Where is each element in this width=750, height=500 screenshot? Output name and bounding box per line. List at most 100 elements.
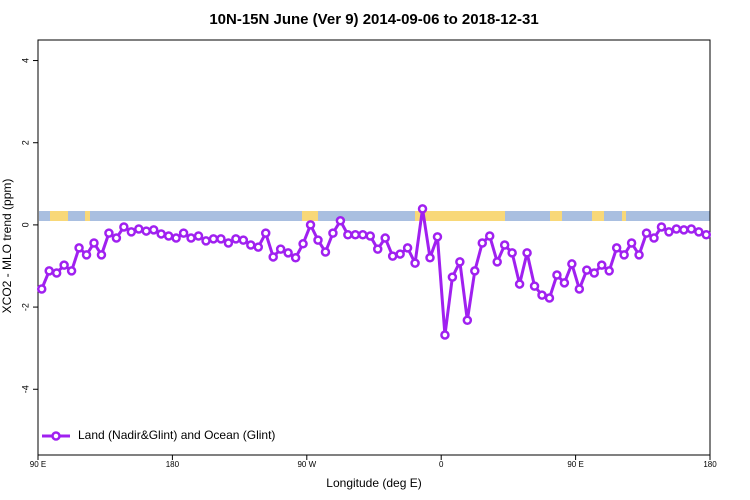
data-point xyxy=(126,227,137,237)
data-point xyxy=(350,230,361,240)
data-point xyxy=(484,231,495,241)
data-point xyxy=(156,229,166,239)
data-point xyxy=(634,250,644,260)
data-point xyxy=(402,243,413,253)
surface-band xyxy=(39,211,710,221)
x-tick-label: 90 W xyxy=(297,460,316,469)
data-point xyxy=(81,250,92,260)
data-point xyxy=(387,251,398,261)
data-point xyxy=(679,225,689,235)
data-point xyxy=(656,222,667,232)
data-point xyxy=(522,248,532,258)
data-point xyxy=(552,270,562,280)
data-point xyxy=(440,330,450,340)
data-point xyxy=(686,224,697,234)
land-patch xyxy=(302,211,318,221)
land-patch xyxy=(85,211,90,221)
data-point xyxy=(477,238,488,248)
data-point xyxy=(193,231,204,241)
data-point xyxy=(470,266,480,276)
data-point xyxy=(186,233,196,243)
x-tick-label: 180 xyxy=(703,460,717,469)
data-point xyxy=(417,204,428,214)
legend-marker xyxy=(51,431,61,441)
data-point xyxy=(380,233,390,243)
data-point xyxy=(141,226,152,236)
data-point xyxy=(66,266,77,276)
data-point xyxy=(223,238,234,248)
x-tick-label: 180 xyxy=(166,460,180,469)
data-point xyxy=(358,230,368,240)
data-point xyxy=(313,235,323,245)
data-point xyxy=(582,265,592,275)
data-point xyxy=(111,233,122,243)
data-point xyxy=(589,268,600,278)
data-point xyxy=(671,224,682,234)
data-point xyxy=(514,279,525,289)
data-point xyxy=(260,228,271,238)
data-point xyxy=(425,253,435,263)
y-tick-label: -4 xyxy=(20,385,30,393)
x-tick-label: 90 E xyxy=(30,460,46,469)
data-point xyxy=(231,234,241,244)
y-axis-label: XCO2 - MLO trend (ppm) xyxy=(0,179,14,314)
y-tick-label: 0 xyxy=(20,222,30,227)
data-point xyxy=(626,238,637,248)
data-point xyxy=(432,232,443,242)
legend-label: Land (Nadir&Glint) and Ocean (Glint) xyxy=(78,428,275,442)
data-point xyxy=(462,315,473,325)
data-point xyxy=(529,281,540,291)
data-point xyxy=(51,268,62,278)
data-point xyxy=(604,266,614,276)
data-point xyxy=(96,250,107,260)
data-point xyxy=(537,290,547,300)
data-point xyxy=(447,272,458,282)
data-point xyxy=(619,250,629,260)
chart-title: 10N-15N June (Ver 9) 2014-09-06 to 2018-… xyxy=(209,11,538,28)
data-point xyxy=(664,227,674,237)
data-point xyxy=(275,244,286,254)
x-tick-label: 0 xyxy=(439,460,444,469)
y-tick-label: 2 xyxy=(20,140,30,145)
x-tick-label: 90 E xyxy=(567,460,583,469)
data-point xyxy=(365,231,376,241)
data-point xyxy=(410,258,420,268)
data-point xyxy=(44,266,54,276)
data-point xyxy=(574,284,585,294)
data-point xyxy=(119,222,129,232)
data-point xyxy=(283,248,293,258)
data-point xyxy=(253,242,264,252)
data-point xyxy=(216,234,226,244)
data-point xyxy=(641,228,652,238)
data-point xyxy=(492,257,502,267)
data-point xyxy=(499,240,510,250)
ocean-band xyxy=(39,211,710,221)
data-point xyxy=(559,278,570,288)
data-point xyxy=(455,257,465,267)
data-point xyxy=(596,260,607,270)
data-point xyxy=(59,260,69,270)
land-patch xyxy=(50,211,68,221)
data-point xyxy=(268,252,278,262)
data-point xyxy=(148,225,159,235)
data-point xyxy=(36,284,47,294)
data-point xyxy=(89,238,99,248)
data-point xyxy=(611,243,622,253)
data-point xyxy=(171,233,181,243)
data-point xyxy=(134,224,144,234)
data-point xyxy=(701,230,712,240)
data-point xyxy=(305,220,316,230)
data-point xyxy=(694,227,704,237)
data-point xyxy=(104,228,114,238)
data-point xyxy=(372,244,383,254)
data-point xyxy=(208,234,219,244)
data-point xyxy=(544,293,555,303)
land-patch xyxy=(622,211,626,221)
data-point xyxy=(507,248,517,258)
data-point xyxy=(163,231,174,241)
data-point xyxy=(178,228,189,238)
data-point xyxy=(201,236,211,246)
x-axis-label: Longitude (deg E) xyxy=(326,476,421,490)
